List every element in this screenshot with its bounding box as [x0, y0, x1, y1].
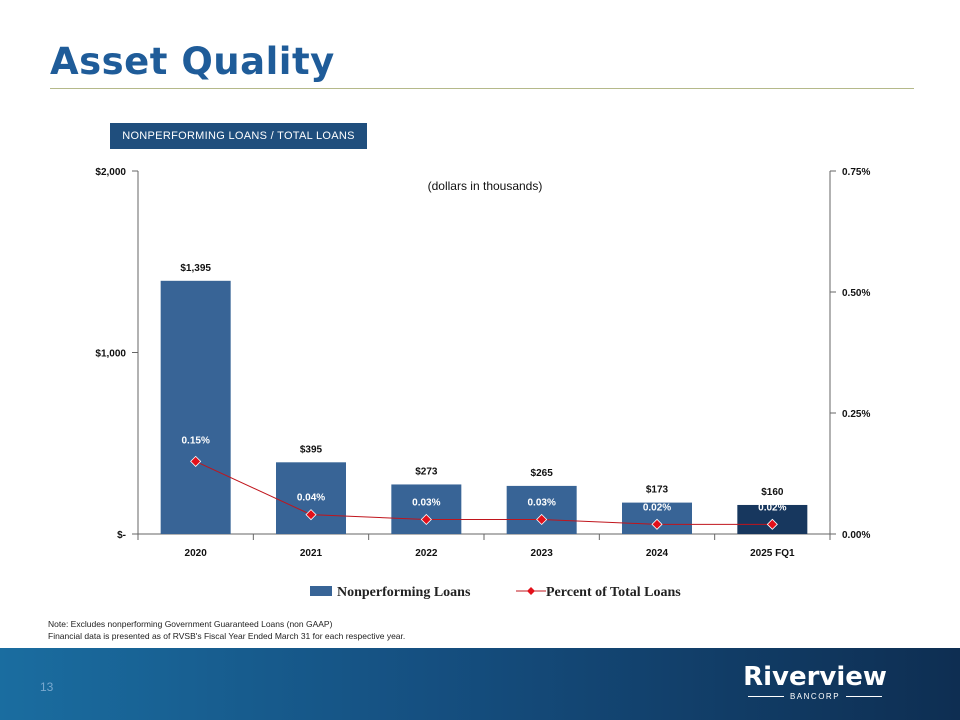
percent-marker — [536, 513, 548, 526]
percent-marker — [766, 518, 778, 530]
left-tick-label: $- — [117, 530, 126, 541]
x-tick-label: 2022 — [415, 548, 438, 559]
percent-label: 0.02% — [643, 502, 671, 513]
page-title: Asset Quality — [50, 40, 335, 83]
percent-marker — [420, 513, 432, 526]
bar-value-label: $395 — [300, 444, 323, 455]
footnote-1: Note: Excludes nonperforming Government … — [48, 619, 333, 629]
x-tick-label: 2021 — [300, 548, 323, 559]
percent-label: 0.02% — [758, 502, 786, 513]
page-number: 13 — [40, 680, 54, 694]
percent-marker — [305, 509, 317, 521]
title-divider — [50, 88, 914, 89]
x-tick-label: 2020 — [185, 548, 208, 559]
legend-label-percent: Percent of Total Loans — [546, 585, 681, 600]
bar — [506, 485, 577, 534]
legend-marker-percent — [527, 587, 535, 595]
percent-line — [195, 460, 773, 525]
legend-label-bars: Nonperforming Loans — [337, 585, 471, 600]
footnotes: Note: Excludes nonperforming Government … — [48, 618, 405, 642]
footer-band — [0, 648, 960, 720]
right-tick-label: 0.25% — [842, 409, 870, 420]
bar-value-label: $173 — [646, 485, 669, 496]
percent-label: 0.15% — [181, 435, 209, 446]
footnote-2: Financial data is presented as of RVSB's… — [48, 631, 406, 641]
right-tick-label: 0.50% — [842, 288, 870, 299]
legend-swatch-bars — [310, 586, 332, 596]
chart-subtitle: (dollars in thousands) — [428, 179, 543, 193]
right-tick-label: 0.00% — [842, 530, 870, 541]
bar — [276, 462, 346, 534]
bar-value-label: $265 — [531, 468, 554, 479]
logo-sub-text: BANCORP — [789, 692, 841, 701]
percent-label: 0.03% — [412, 497, 440, 508]
left-tick-label: $2,000 — [95, 167, 126, 178]
combo-chart: (dollars in thousands) $- $1,000 $2,000 0.00… — [95, 167, 870, 600]
logo-rule-right — [846, 696, 883, 697]
bar-value-label: $1,395 — [180, 263, 211, 274]
percent-marker — [651, 518, 663, 530]
bar-value-label: $273 — [415, 466, 438, 477]
percent-marker — [190, 455, 202, 467]
right-tick-label: 0.75% — [842, 167, 870, 178]
riverview-logo: Riverview BANCORP — [740, 662, 890, 701]
chart-heading-chip: NONPERFORMING LOANS / TOTAL LOANS — [110, 123, 367, 149]
left-tick-label: $1,000 — [95, 349, 126, 360]
percent-label: 0.03% — [527, 497, 555, 508]
x-tick-label: 2023 — [531, 548, 554, 559]
percent-label: 0.04% — [297, 493, 325, 504]
bar — [160, 280, 231, 534]
logo-name: Riverview — [743, 662, 887, 692]
bar-value-label: $160 — [761, 487, 784, 498]
logo-subtitle: BANCORP — [740, 692, 890, 701]
bar — [391, 484, 462, 534]
x-tick-label: 2025 FQ1 — [750, 548, 795, 559]
x-tick-label: 2024 — [646, 548, 669, 559]
logo-rule-left — [747, 696, 784, 697]
